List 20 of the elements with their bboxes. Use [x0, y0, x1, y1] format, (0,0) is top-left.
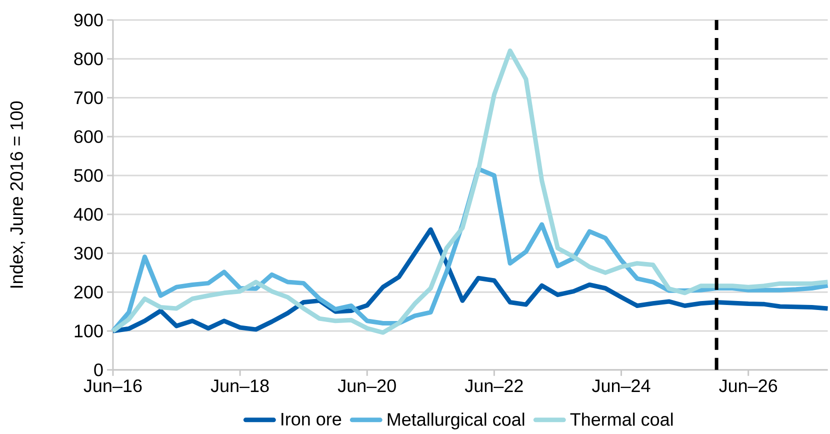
y-tick-label: 100 [74, 324, 103, 338]
x-tick-label: Jun–22 [464, 379, 523, 392]
legend-label: Thermal coal [570, 412, 673, 426]
y-axis-title: Index, June 2016 = 100 [10, 101, 26, 288]
x-tick-label: Jun–24 [592, 379, 650, 392]
x-tick-label: Jun–18 [210, 379, 269, 392]
y-tick-label: 400 [74, 208, 103, 221]
x-tick-label: Jun–26 [719, 379, 778, 392]
y-tick-label: 500 [74, 169, 103, 182]
x-tick-label: Jun–20 [338, 379, 396, 392]
y-tick-label: 800 [74, 52, 103, 66]
y-tick-label: 0 [94, 364, 103, 376]
y-tick-label: 600 [74, 130, 103, 144]
legend-label: Iron ore [282, 413, 342, 426]
x-tick-label: Jun–16 [84, 379, 142, 392]
y-tick-label: 200 [74, 286, 103, 299]
y-tick-label: 900 [74, 14, 103, 26]
legend-label: Metallurgical coal [388, 412, 524, 430]
y-tick-label: 700 [74, 91, 103, 104]
y-tick-label: 300 [74, 246, 103, 260]
